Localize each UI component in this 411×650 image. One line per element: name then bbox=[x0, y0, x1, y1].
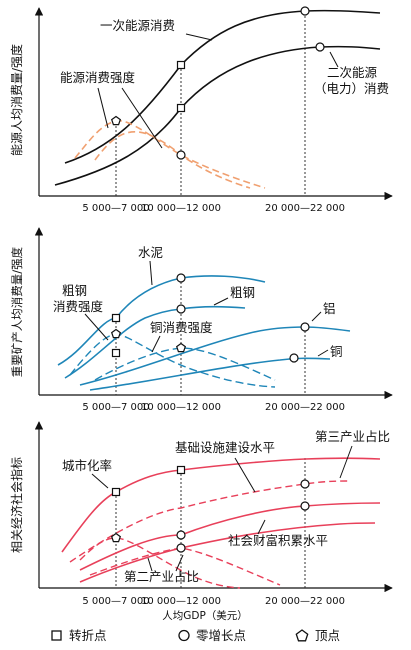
panel-socioeconomic: 相关经济社会指标 城市化率 基础设施建设水平 第三产业占比 社会财富积累水平 第… bbox=[9, 421, 393, 622]
leader-secondary-energy bbox=[329, 51, 339, 68]
panel-energy: 能源人均消费量/强度 一次能源消费 能源消费强度 二次能源 （电力）消费 5 0… bbox=[9, 6, 393, 214]
label-copper-intensity: 铜消费强度 bbox=[150, 320, 213, 335]
turning-point-marker bbox=[176, 465, 186, 475]
series-cement bbox=[57, 275, 266, 366]
y-axis-label: 相关经济社会指标 bbox=[9, 457, 24, 553]
label-copper: 铜 bbox=[330, 344, 343, 359]
leader-steel bbox=[213, 297, 229, 306]
peak-marker bbox=[110, 328, 122, 339]
label-urbanization: 城市化率 bbox=[62, 458, 112, 473]
x-tick-label: 5 000—7 000 bbox=[82, 596, 149, 607]
guide-lines bbox=[115, 278, 306, 395]
leader-aluminum bbox=[311, 311, 322, 322]
leader-steel-intensity bbox=[84, 313, 109, 341]
leader-secondary-industry bbox=[147, 557, 153, 572]
x-tick-label: 10 000—12 000 bbox=[141, 203, 221, 214]
series-infrastructure bbox=[69, 480, 349, 563]
legend-pentagon-icon bbox=[295, 629, 309, 642]
legend: 转折点 零增长点 顶点 bbox=[51, 628, 340, 643]
x-tick-label: 5 000—7 000 bbox=[82, 203, 149, 214]
series-steel bbox=[64, 305, 246, 379]
label-cement: 水泥 bbox=[138, 245, 163, 260]
series-wealth bbox=[79, 522, 376, 583]
label-steel-intensity: 粗钢 bbox=[62, 283, 87, 298]
series-secondary-industry-a bbox=[79, 537, 241, 589]
x-axis-label: 人均GDP（美元） bbox=[162, 609, 248, 622]
label-aluminum: 铝 bbox=[323, 301, 336, 316]
x-tick-label: 10 000—12 000 bbox=[141, 596, 221, 607]
peak-marker bbox=[110, 115, 122, 126]
zero-growth-marker bbox=[300, 501, 310, 511]
label-steel-intensity-sub: 消费强度 bbox=[53, 299, 104, 314]
zero-growth-marker bbox=[176, 543, 186, 553]
leader-wealth bbox=[257, 519, 266, 535]
leader-energy-intensity bbox=[121, 87, 163, 149]
guide-lines bbox=[115, 12, 306, 196]
leader-copper bbox=[317, 349, 329, 357]
zero-growth-marker bbox=[176, 304, 186, 314]
leader-primary-energy bbox=[185, 33, 213, 41]
x-tick-label: 20 000—22 000 bbox=[265, 596, 345, 607]
series-secondary-industry-b bbox=[89, 547, 281, 586]
zero-growth-marker bbox=[300, 479, 310, 489]
label-secondary-industry: 第二产业占比 bbox=[124, 569, 199, 584]
series-energy-intensity-a bbox=[74, 120, 266, 189]
leader-cement bbox=[149, 260, 153, 286]
x-tick-label: 5 000—7 000 bbox=[82, 402, 149, 413]
turning-point-marker bbox=[111, 313, 121, 323]
label-wealth: 社会财富积累水平 bbox=[228, 533, 328, 548]
zero-growth-marker bbox=[300, 322, 310, 332]
turning-point-marker bbox=[111, 348, 121, 358]
turning-point-marker bbox=[111, 487, 121, 497]
series-steel-intensity bbox=[69, 333, 276, 388]
panel-minerals: 重要矿产人均消费量/强度 水泥 粗钢 粗钢 消费强度 铜消费强度 铝 铜 bbox=[10, 227, 393, 413]
legend-label-zero-growth: 零增长点 bbox=[196, 628, 246, 643]
leader-infrastructure bbox=[234, 457, 256, 493]
legend-label-turning-point: 转折点 bbox=[69, 628, 107, 643]
turning-point-marker bbox=[176, 103, 186, 113]
series-aluminum bbox=[79, 326, 351, 386]
zero-growth-marker bbox=[315, 42, 325, 52]
zero-growth-marker bbox=[176, 150, 186, 160]
leader-tertiary bbox=[339, 445, 353, 479]
y-axis-label: 能源人均消费量/强度 bbox=[9, 44, 24, 156]
label-secondary-energy: 二次能源 bbox=[327, 65, 378, 80]
label-energy-intensity: 能源消费强度 bbox=[60, 70, 136, 85]
label-secondary-energy-sub: （电力）消费 bbox=[314, 81, 389, 96]
series-copper-intensity bbox=[94, 347, 276, 381]
leader-secondary-industry bbox=[175, 554, 184, 572]
zero-growth-marker bbox=[289, 353, 299, 363]
zero-growth-marker bbox=[176, 530, 186, 540]
y-axis-label: 重要矿产人均消费量/强度 bbox=[10, 246, 24, 377]
x-tick-label: 10 000—12 000 bbox=[141, 402, 221, 413]
x-tick-label: 20 000—22 000 bbox=[265, 402, 345, 413]
label-tertiary: 第三产业占比 bbox=[315, 429, 390, 444]
zero-growth-marker bbox=[300, 6, 310, 16]
series-secondary-energy bbox=[54, 45, 381, 186]
legend-label-peak: 顶点 bbox=[315, 628, 340, 643]
peak-marker bbox=[110, 532, 122, 543]
leader-energy-intensity bbox=[97, 87, 109, 129]
label-infrastructure: 基础设施建设水平 bbox=[175, 440, 275, 455]
series-primary-energy bbox=[64, 9, 381, 164]
peak-marker bbox=[175, 342, 187, 353]
leader-copper-intensity bbox=[151, 335, 161, 353]
x-tick-label: 20 000—22 000 bbox=[265, 203, 345, 214]
leader-urbanization bbox=[91, 473, 109, 489]
legend-square-icon bbox=[51, 630, 62, 641]
label-steel: 粗钢 bbox=[230, 285, 255, 300]
series-copper bbox=[89, 357, 331, 391]
zero-growth-marker bbox=[176, 273, 186, 283]
legend-circle-icon bbox=[178, 629, 190, 642]
series-tertiary bbox=[79, 502, 381, 571]
label-primary-energy: 一次能源消费 bbox=[100, 18, 175, 33]
series-energy-intensity-b bbox=[94, 131, 251, 189]
turning-point-marker bbox=[176, 60, 186, 70]
